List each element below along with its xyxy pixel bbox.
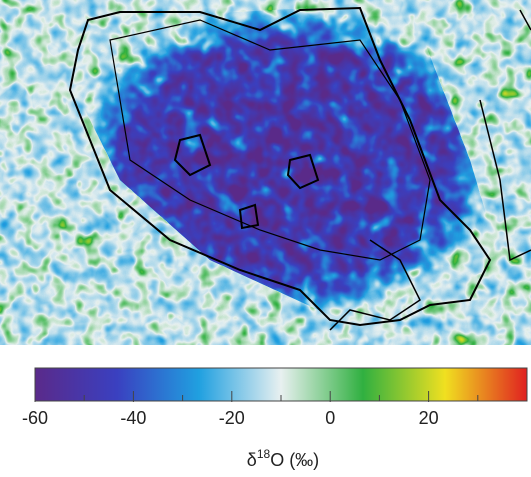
- label-symbol: δ: [247, 450, 257, 470]
- tick-label: -20: [219, 408, 245, 428]
- isotope-map: [0, 0, 531, 345]
- tick-label: 0: [325, 408, 335, 428]
- tick-label: -40: [120, 408, 146, 428]
- label-superscript: 18: [257, 447, 271, 461]
- tick-label: -60: [22, 408, 48, 428]
- label-text: O (‰): [270, 450, 319, 470]
- tick-label: 20: [419, 408, 439, 428]
- colorbar-label: δ18O (‰): [247, 447, 319, 470]
- outlines: [68, 6, 531, 331]
